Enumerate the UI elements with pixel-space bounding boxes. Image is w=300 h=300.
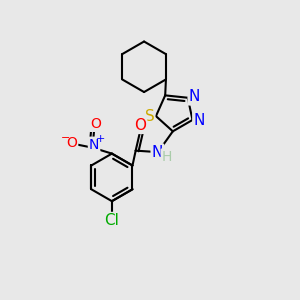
Text: N: N — [194, 113, 205, 128]
Text: S: S — [145, 109, 154, 124]
Text: N: N — [89, 138, 99, 152]
Text: +: + — [96, 134, 106, 144]
Text: O: O — [134, 118, 146, 133]
Text: O: O — [90, 117, 101, 131]
Text: N: N — [189, 89, 200, 104]
Text: Cl: Cl — [104, 213, 119, 228]
Text: N: N — [152, 145, 163, 160]
Text: O: O — [66, 136, 77, 150]
Text: −: − — [61, 133, 70, 143]
Text: H: H — [162, 150, 172, 164]
